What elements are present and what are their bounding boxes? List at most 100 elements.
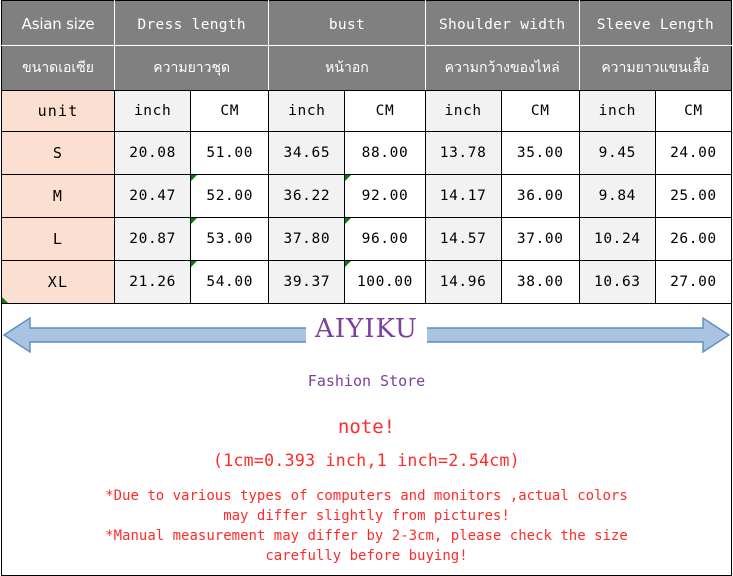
- measure-cell: 100.00: [344, 260, 426, 304]
- measure-value: 21.26: [129, 274, 176, 290]
- header-label-asian-size-thai: ขนาดเอเซีย: [22, 60, 94, 76]
- measure-cell: 34.65: [268, 131, 346, 175]
- measure-value: 53.00: [206, 231, 254, 247]
- measure-value: 37.80: [283, 231, 331, 247]
- unit-text: inch: [133, 103, 172, 119]
- header-cell-sleeve-length: Sleeve Length: [579, 0, 733, 46]
- measure-cell: 36.00: [501, 174, 580, 218]
- measure-value: 13.78: [439, 145, 487, 161]
- measure-value: 38.00: [516, 274, 564, 290]
- note-conversion: (1cm=0.393 inch,1 inch=2.54cm): [212, 451, 520, 470]
- measure-cell: 10.63: [579, 260, 656, 304]
- size-chart-table: Asian size Dress length bust Shoulder wi…: [0, 0, 733, 304]
- unit-cell-cm-4: CM: [655, 90, 733, 132]
- measure-value: 9.84: [598, 188, 636, 204]
- header-cell-bust: bust: [268, 0, 426, 46]
- measure-value: 51.00: [206, 145, 254, 161]
- measure-value: 37.00: [516, 231, 564, 247]
- unit-cell-label: unit: [0, 90, 116, 132]
- measure-cell: 37.80: [268, 217, 346, 261]
- row-size-label: S: [0, 131, 116, 175]
- measure-value: 52.00: [206, 188, 254, 204]
- row-size-label: XL: [0, 260, 116, 304]
- measure-cell: 9.84: [579, 174, 656, 218]
- header-cell-sleeve-length-thai: ความยาวแขนเสื้อ: [579, 45, 733, 91]
- measure-cell: 20.87: [114, 217, 192, 261]
- header-label-sleeve-length-thai: ความยาวแขนเสื้อ: [601, 60, 710, 76]
- table-header-row-english: Asian size Dress length bust Shoulder wi…: [0, 0, 733, 46]
- comment-marker-icon: [191, 261, 198, 267]
- measure-cell: 21.26: [114, 260, 192, 304]
- measure-cell: 92.00: [344, 174, 426, 218]
- unit-cell-inch-1: inch: [114, 90, 192, 132]
- header-cell-dress-length: Dress length: [114, 0, 270, 46]
- row-size-label: M: [0, 174, 116, 218]
- unit-label: unit: [37, 102, 79, 120]
- header-cell-shoulder-width-thai: ความกว้างของไหล่: [425, 45, 580, 91]
- header-cell-dress-length-thai: ความยาวชุด: [114, 45, 270, 91]
- table-row: XL 21.26 54.00 39.37 100.00 14.96 38.00 …: [0, 260, 733, 304]
- measure-value: 92.00: [361, 188, 409, 204]
- measure-value: 20.87: [129, 231, 176, 247]
- unit-text: CM: [530, 103, 550, 119]
- brand-name: AIYIKU: [306, 314, 427, 344]
- measure-value: 25.00: [670, 188, 717, 204]
- size-value: L: [52, 230, 64, 248]
- unit-cell-cm-2: CM: [344, 90, 426, 132]
- measure-value: 96.00: [361, 231, 409, 247]
- measure-cell: 10.24: [579, 217, 656, 261]
- measure-cell: 54.00: [190, 260, 270, 304]
- measure-value: 36.22: [283, 188, 331, 204]
- measure-cell: 20.08: [114, 131, 192, 175]
- size-value: S: [52, 144, 64, 162]
- comment-marker-icon: [2, 297, 8, 303]
- size-value: M: [52, 187, 64, 205]
- measure-cell: 37.00: [501, 217, 580, 261]
- measure-cell: 96.00: [344, 217, 426, 261]
- unit-cell-cm-3: CM: [501, 90, 580, 132]
- measure-cell: 26.00: [655, 217, 733, 261]
- table-unit-row: unit inch CM inch CM inch CM: [0, 90, 733, 132]
- comment-marker-icon: [191, 175, 198, 181]
- unit-cell-inch-3: inch: [425, 90, 502, 132]
- header-cell-bust-thai: หน้าอก: [268, 45, 426, 91]
- measure-cell: 39.37: [268, 260, 346, 304]
- unit-cell-inch-4: inch: [579, 90, 656, 132]
- measure-cell: 53.00: [190, 217, 270, 261]
- header-label-shoulder-width-thai: ความกว้างของไหล่: [444, 60, 560, 76]
- measure-value: 14.57: [439, 231, 487, 247]
- measure-cell: 27.00: [655, 260, 733, 304]
- table-row: M 20.47 52.00 36.22 92.00 14.17 36.00 9.…: [0, 174, 733, 218]
- measure-value: 20.47: [129, 188, 176, 204]
- table-row: L 20.87 53.00 37.80 96.00 14.57 37.00 10…: [0, 217, 733, 261]
- measure-value: 9.45: [598, 145, 636, 161]
- unit-text: CM: [375, 103, 395, 119]
- note-line: carefully before buying!: [265, 548, 468, 564]
- measure-value: 100.00: [356, 274, 413, 290]
- measure-value: 27.00: [670, 274, 717, 290]
- header-label-dress-length-thai: ความยาวชุด: [153, 60, 231, 76]
- header-label-dress-length: Dress length: [137, 16, 246, 33]
- header-label-bust: bust: [328, 16, 365, 33]
- note-line: *Due to various types of computers and m…: [105, 488, 628, 504]
- header-cell-asian-size-thai: ขนาดเอเซีย: [0, 45, 116, 91]
- measure-cell: 14.57: [425, 217, 502, 261]
- measure-cell: 35.00: [501, 131, 580, 175]
- measure-cell: 13.78: [425, 131, 502, 175]
- measure-value: 36.00: [516, 188, 564, 204]
- unit-text: inch: [598, 103, 636, 119]
- header-label-asian-size: Asian size: [21, 14, 95, 33]
- measure-cell: 51.00: [190, 131, 270, 175]
- measure-value: 39.37: [283, 274, 331, 290]
- comment-marker-icon: [345, 175, 352, 181]
- unit-text: CM: [684, 103, 703, 119]
- measure-cell: 52.00: [190, 174, 270, 218]
- note-disclaimer: *Due to various types of computers and m…: [2, 486, 731, 566]
- measure-cell: 36.22: [268, 174, 346, 218]
- unit-text: inch: [444, 103, 482, 119]
- measure-value: 35.00: [516, 145, 564, 161]
- unit-text: inch: [288, 103, 326, 119]
- measure-cell: 88.00: [344, 131, 426, 175]
- measure-value: 34.65: [283, 145, 331, 161]
- measure-cell: 9.45: [579, 131, 656, 175]
